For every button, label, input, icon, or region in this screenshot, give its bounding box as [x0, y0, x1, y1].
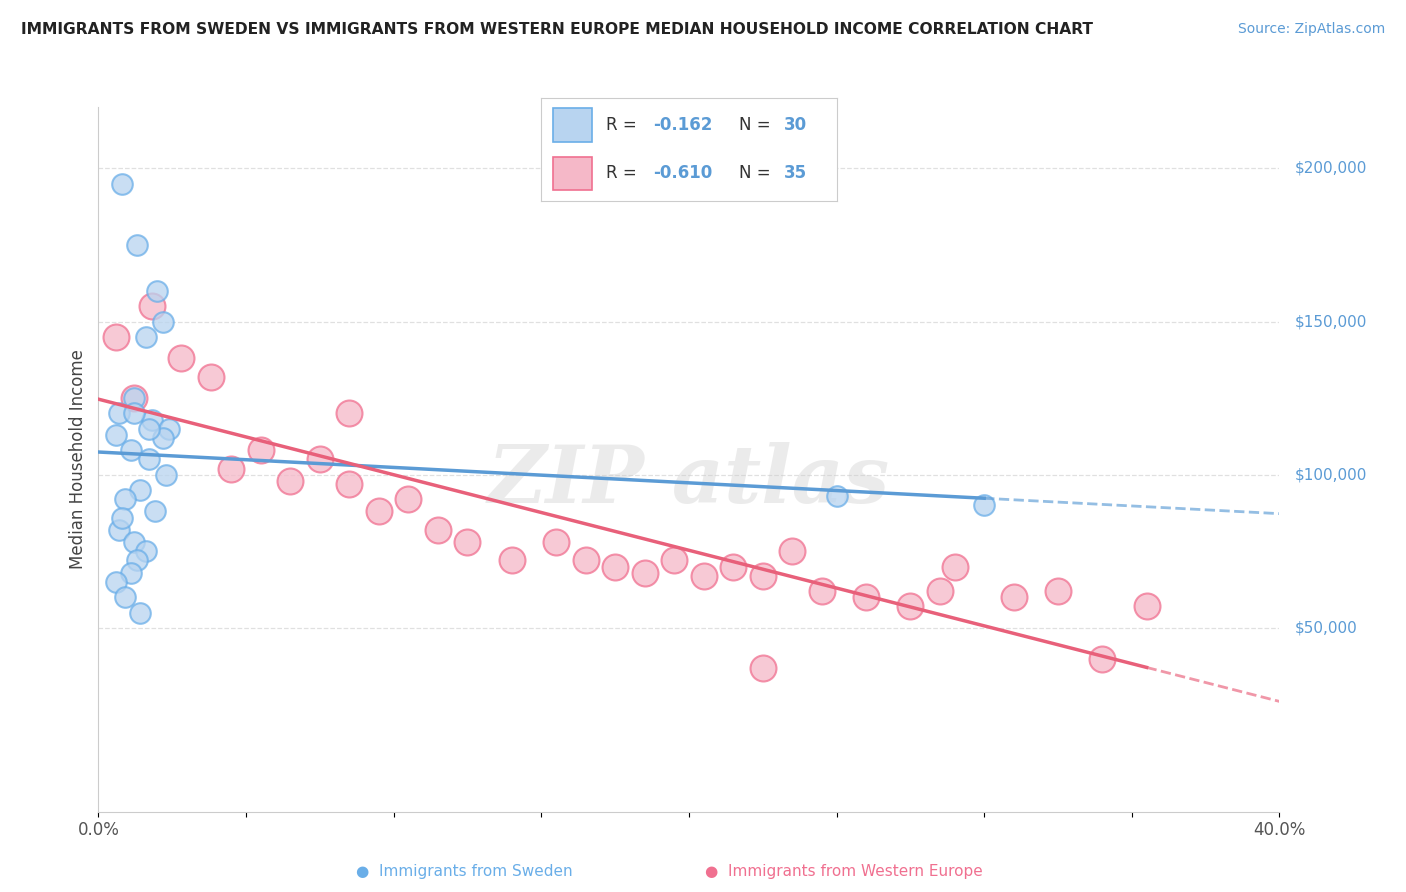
- Point: [135, 330, 157, 344]
- Point: [146, 284, 169, 298]
- Point: [152, 431, 174, 445]
- Text: Source: ZipAtlas.com: Source: ZipAtlas.com: [1237, 22, 1385, 37]
- Point: [105, 330, 128, 344]
- Y-axis label: Median Household Income: Median Household Income: [69, 350, 87, 569]
- Point: [664, 553, 686, 567]
- Point: [396, 492, 419, 507]
- Point: [219, 461, 242, 475]
- Point: [782, 544, 804, 558]
- Point: [751, 569, 773, 583]
- Text: ●  Immigrants from Western Europe: ● Immigrants from Western Europe: [704, 863, 983, 879]
- Point: [250, 443, 273, 458]
- Point: [122, 535, 145, 549]
- Point: [108, 523, 131, 537]
- Point: [1135, 599, 1157, 614]
- Point: [605, 559, 627, 574]
- Point: [114, 591, 136, 605]
- Point: [928, 584, 950, 599]
- Point: [155, 467, 177, 482]
- Text: $200,000: $200,000: [1295, 161, 1367, 176]
- Text: 30: 30: [783, 116, 807, 134]
- Point: [105, 574, 128, 589]
- Point: [157, 422, 180, 436]
- Point: [693, 569, 716, 583]
- Point: [125, 553, 148, 567]
- Point: [105, 428, 128, 442]
- Point: [368, 504, 391, 518]
- Point: [337, 476, 360, 491]
- Point: [108, 406, 131, 420]
- Point: [114, 492, 136, 507]
- Point: [128, 606, 150, 620]
- Point: [751, 661, 773, 675]
- Point: [973, 499, 995, 513]
- Point: [633, 566, 655, 580]
- Point: [122, 391, 145, 405]
- Text: ●  Immigrants from Sweden: ● Immigrants from Sweden: [356, 863, 572, 879]
- Text: R =: R =: [606, 164, 643, 182]
- Point: [900, 599, 922, 614]
- Point: [200, 369, 222, 384]
- Point: [122, 406, 145, 420]
- Text: $150,000: $150,000: [1295, 314, 1367, 329]
- Point: [337, 406, 360, 420]
- Text: -0.162: -0.162: [654, 116, 713, 134]
- Text: R =: R =: [606, 116, 643, 134]
- Point: [120, 566, 142, 580]
- Point: [1046, 584, 1069, 599]
- Text: ZIP atlas: ZIP atlas: [488, 442, 890, 519]
- Point: [170, 351, 193, 366]
- Point: [125, 238, 148, 252]
- FancyBboxPatch shape: [553, 109, 592, 142]
- Point: [138, 452, 160, 467]
- Point: [721, 559, 744, 574]
- Point: [278, 474, 302, 488]
- Point: [135, 544, 157, 558]
- Point: [1002, 591, 1025, 605]
- Point: [501, 553, 523, 567]
- Text: $50,000: $50,000: [1295, 621, 1358, 635]
- Point: [810, 584, 832, 599]
- Point: [309, 452, 332, 467]
- Point: [143, 504, 166, 518]
- Point: [456, 535, 478, 549]
- Point: [141, 412, 163, 426]
- Text: -0.610: -0.610: [654, 164, 713, 182]
- Point: [138, 422, 160, 436]
- Point: [152, 314, 174, 328]
- Point: [128, 483, 150, 497]
- Point: [111, 510, 134, 524]
- Point: [427, 523, 450, 537]
- Text: 35: 35: [783, 164, 807, 182]
- Point: [120, 443, 142, 458]
- Point: [855, 591, 877, 605]
- Text: N =: N =: [740, 116, 776, 134]
- FancyBboxPatch shape: [553, 157, 592, 190]
- Point: [574, 553, 596, 567]
- Point: [141, 299, 163, 313]
- Point: [111, 177, 134, 191]
- Text: $100,000: $100,000: [1295, 467, 1367, 483]
- Point: [122, 391, 145, 405]
- Point: [544, 535, 567, 549]
- Text: IMMIGRANTS FROM SWEDEN VS IMMIGRANTS FROM WESTERN EUROPE MEDIAN HOUSEHOLD INCOME: IMMIGRANTS FROM SWEDEN VS IMMIGRANTS FRO…: [21, 22, 1092, 37]
- Point: [943, 559, 966, 574]
- Text: N =: N =: [740, 164, 776, 182]
- Point: [1091, 651, 1114, 665]
- Point: [825, 489, 848, 503]
